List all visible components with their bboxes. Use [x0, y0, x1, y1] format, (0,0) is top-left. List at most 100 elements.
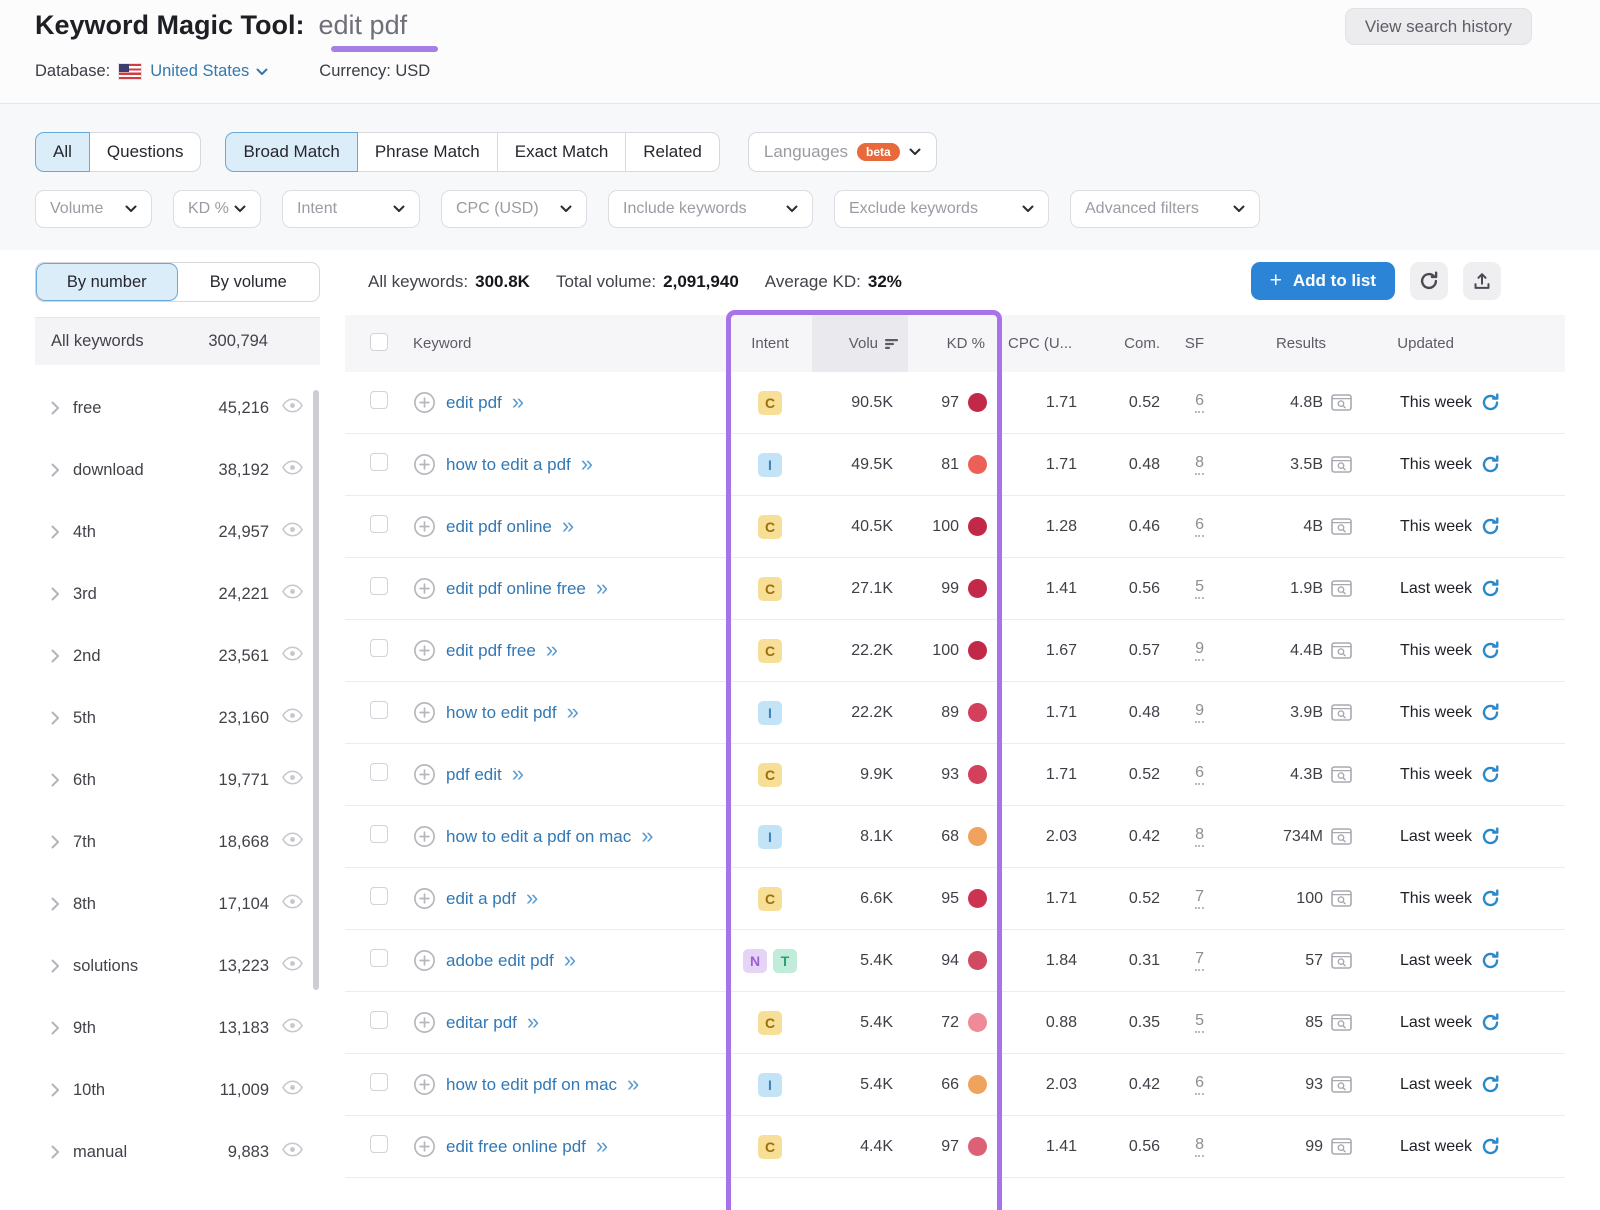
- tab-questions[interactable]: Questions: [89, 132, 202, 172]
- sf-value[interactable]: 8: [1195, 1136, 1204, 1157]
- chevron-right-icon[interactable]: [51, 649, 60, 663]
- keyword-link[interactable]: edit pdf online: [446, 517, 552, 537]
- keyword-link[interactable]: pdf edit: [446, 765, 502, 785]
- expand-keyword-icon[interactable]: »: [527, 1011, 539, 1033]
- add-to-list-button[interactable]: + Add to list: [1251, 262, 1395, 300]
- sf-value[interactable]: 7: [1195, 888, 1204, 909]
- add-keyword-icon[interactable]: [413, 949, 436, 972]
- hide-group-button[interactable]: [281, 708, 304, 728]
- filter-exclude-keywords[interactable]: Exclude keywords: [834, 190, 1049, 228]
- keyword-link[interactable]: how to edit pdf: [446, 703, 557, 723]
- eye-icon[interactable]: [281, 460, 304, 475]
- add-keyword-icon[interactable]: [413, 453, 436, 476]
- refresh-icon[interactable]: [1481, 951, 1500, 970]
- add-keyword-icon[interactable]: [413, 825, 436, 848]
- column-header-sf[interactable]: SF: [1165, 335, 1212, 352]
- eye-icon[interactable]: [281, 832, 304, 847]
- expand-keyword-icon[interactable]: »: [567, 701, 579, 723]
- expand-keyword-icon[interactable]: »: [596, 577, 608, 599]
- add-keyword-icon[interactable]: [413, 639, 436, 662]
- sf-value[interactable]: 9: [1195, 640, 1204, 661]
- add-keyword-icon[interactable]: [413, 577, 436, 600]
- add-keyword-icon[interactable]: [413, 701, 436, 724]
- serp-preview-icon[interactable]: [1331, 766, 1352, 783]
- keyword-group-solutions[interactable]: solutions13,223: [35, 935, 320, 997]
- refresh-icon[interactable]: [1481, 1013, 1500, 1032]
- chevron-right-icon[interactable]: [51, 897, 60, 911]
- expand-keyword-icon[interactable]: »: [512, 763, 524, 785]
- export-button[interactable]: [1463, 262, 1501, 300]
- chevron-right-icon[interactable]: [51, 1083, 60, 1097]
- expand-keyword-icon[interactable]: »: [564, 949, 576, 971]
- keyword-group-3rd[interactable]: 3rd24,221: [35, 563, 320, 625]
- eye-icon[interactable]: [281, 1142, 304, 1157]
- hide-group-button[interactable]: [281, 1142, 304, 1162]
- chevron-right-icon[interactable]: [51, 1021, 60, 1035]
- view-search-history-button[interactable]: View search history: [1345, 8, 1532, 45]
- row-checkbox[interactable]: [370, 453, 388, 471]
- column-header-kd[interactable]: KD %: [908, 335, 1002, 352]
- column-header-volume[interactable]: Volu: [812, 315, 908, 372]
- add-keyword-icon[interactable]: [413, 1011, 436, 1034]
- add-keyword-icon[interactable]: [413, 763, 436, 786]
- serp-preview-icon[interactable]: [1331, 890, 1352, 907]
- serp-preview-icon[interactable]: [1331, 1138, 1352, 1155]
- column-header-com[interactable]: Com.: [1087, 335, 1165, 352]
- eye-icon[interactable]: [281, 956, 304, 971]
- row-checkbox[interactable]: [370, 515, 388, 533]
- expand-keyword-icon[interactable]: »: [562, 515, 574, 537]
- row-checkbox[interactable]: [370, 763, 388, 781]
- row-checkbox[interactable]: [370, 825, 388, 843]
- row-checkbox[interactable]: [370, 949, 388, 967]
- hide-group-button[interactable]: [281, 1018, 304, 1038]
- tab-phrase-match[interactable]: Phrase Match: [357, 132, 498, 172]
- hide-group-button[interactable]: [281, 956, 304, 976]
- row-checkbox[interactable]: [370, 1073, 388, 1091]
- eye-icon[interactable]: [281, 398, 304, 413]
- tab-exact-match[interactable]: Exact Match: [497, 132, 627, 172]
- sf-value[interactable]: 8: [1195, 826, 1204, 847]
- keyword-group-download[interactable]: download38,192: [35, 439, 320, 501]
- eye-icon[interactable]: [281, 522, 304, 537]
- keyword-link[interactable]: edit pdf online free: [446, 579, 586, 599]
- filter-advanced-filters[interactable]: Advanced filters: [1070, 190, 1260, 228]
- eye-icon[interactable]: [281, 646, 304, 661]
- keyword-group-5th[interactable]: 5th23,160: [35, 687, 320, 749]
- keyword-link[interactable]: adobe edit pdf: [446, 951, 554, 971]
- keyword-group-6th[interactable]: 6th19,771: [35, 749, 320, 811]
- filter-include-keywords[interactable]: Include keywords: [608, 190, 813, 228]
- chevron-right-icon[interactable]: [51, 959, 60, 973]
- expand-keyword-icon[interactable]: »: [546, 639, 558, 661]
- hide-group-button[interactable]: [281, 770, 304, 790]
- refresh-icon[interactable]: [1481, 579, 1500, 598]
- expand-keyword-icon[interactable]: »: [596, 1135, 608, 1157]
- chevron-right-icon[interactable]: [51, 711, 60, 725]
- row-checkbox[interactable]: [370, 1011, 388, 1029]
- keyword-group-4th[interactable]: 4th24,957: [35, 501, 320, 563]
- filter-volume[interactable]: Volume: [35, 190, 152, 228]
- keyword-link[interactable]: how to edit a pdf: [446, 455, 571, 475]
- filter-intent[interactable]: Intent: [282, 190, 420, 228]
- add-keyword-icon[interactable]: [413, 391, 436, 414]
- select-all-checkbox[interactable]: [370, 333, 388, 351]
- add-keyword-icon[interactable]: [413, 1073, 436, 1096]
- serp-preview-icon[interactable]: [1331, 518, 1352, 535]
- hide-group-button[interactable]: [281, 832, 304, 852]
- database-selector[interactable]: United States: [150, 62, 268, 81]
- serp-preview-icon[interactable]: [1331, 642, 1352, 659]
- expand-keyword-icon[interactable]: »: [526, 887, 538, 909]
- hide-group-button[interactable]: [281, 460, 304, 480]
- chevron-right-icon[interactable]: [51, 1145, 60, 1159]
- eye-icon[interactable]: [281, 894, 304, 909]
- keyword-link[interactable]: how to edit a pdf on mac: [446, 827, 631, 847]
- keyword-group-7th[interactable]: 7th18,668: [35, 811, 320, 873]
- keyword-group-9th[interactable]: 9th13,183: [35, 997, 320, 1059]
- keyword-group-2nd[interactable]: 2nd23,561: [35, 625, 320, 687]
- add-keyword-icon[interactable]: [413, 1135, 436, 1158]
- filter-cpc-usd[interactable]: CPC (USD): [441, 190, 587, 228]
- keyword-group-free[interactable]: free45,216: [35, 377, 320, 439]
- chevron-right-icon[interactable]: [51, 587, 60, 601]
- refresh-icon[interactable]: [1481, 517, 1500, 536]
- refresh-icon[interactable]: [1481, 641, 1500, 660]
- row-checkbox[interactable]: [370, 887, 388, 905]
